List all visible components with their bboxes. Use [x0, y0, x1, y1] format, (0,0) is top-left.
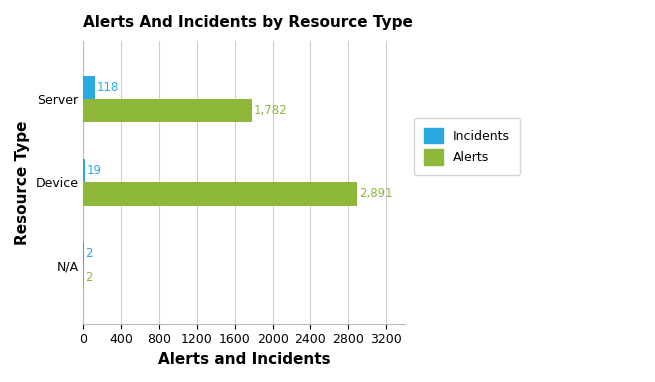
- Text: 2,891: 2,891: [359, 188, 392, 201]
- Text: 1,782: 1,782: [254, 104, 288, 117]
- Text: 19: 19: [87, 164, 102, 177]
- Bar: [83, 182, 357, 206]
- Legend: Incidents, Alerts: Incidents, Alerts: [415, 118, 520, 175]
- Text: Alerts And Incidents by Resource Type: Alerts And Incidents by Resource Type: [83, 15, 413, 30]
- Text: 2: 2: [86, 248, 93, 261]
- Bar: [83, 99, 252, 122]
- Text: 118: 118: [96, 81, 119, 94]
- Text: 2: 2: [86, 270, 93, 284]
- Bar: [83, 76, 94, 99]
- Bar: [83, 159, 85, 182]
- Y-axis label: Resource Type: Resource Type: [15, 120, 30, 244]
- X-axis label: Alerts and Incidents: Alerts and Incidents: [158, 352, 331, 367]
